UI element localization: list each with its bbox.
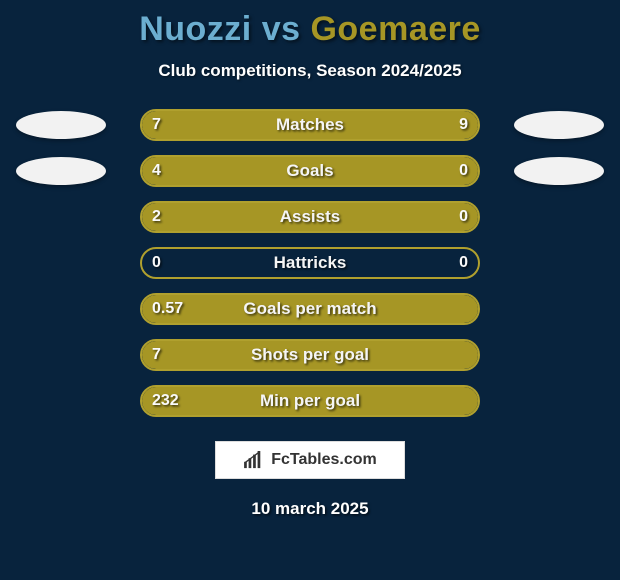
page-title: Nuozzi vs Goemaere [0,0,620,49]
stat-bar-track: Hattricks0 0 [140,247,480,279]
avatar-player-b [514,111,604,139]
stat-bar-fill-a [142,295,478,323]
stat-label: Hattricks [142,253,478,273]
stat-bar-fill-a [142,387,478,415]
stat-bar-track: Matches79 [140,109,480,141]
date-text: 10 march 2025 [0,499,620,519]
stat-bar-track: Goals40 [140,155,480,187]
stat-bar-track: Goals per match0.57 [140,293,480,325]
vs-text: vs [252,10,311,48]
stat-bar-fill-a [142,111,290,139]
player-a-name: Nuozzi [139,10,252,48]
stat-bar-fill-a [142,203,401,231]
stat-rows: Matches79 Goals40 Assists20 Hattricks0 0 Goal… [0,109,620,417]
stat-row: Min per goal232 [0,385,620,417]
stat-bar-fill-b [401,157,478,185]
avatar-player-a [16,157,106,185]
stat-bar-fill-b [290,111,478,139]
subtitle: Club competitions, Season 2024/2025 [0,61,620,81]
stat-bar-fill-a [142,157,401,185]
stat-bar-track: Shots per goal7 [140,339,480,371]
bars-icon [243,451,265,469]
avatar-player-a [16,111,106,139]
stat-bar-fill-a [142,341,478,369]
stat-bar-fill-b [401,203,478,231]
player-b-name: Goemaere [310,10,480,48]
stat-bar-track: Assists20 [140,201,480,233]
stat-bar-track: Min per goal232 [140,385,480,417]
avatar-player-b [514,157,604,185]
stat-row: Assists20 [0,201,620,233]
stat-row: Goals per match0.57 [0,293,620,325]
stat-row: Matches79 [0,109,620,141]
stat-value-a: 0 [152,254,161,272]
watermark[interactable]: FcTables.com [215,441,405,479]
stat-value-b: 0 [459,254,468,272]
stat-row: Shots per goal7 [0,339,620,371]
watermark-text: FcTables.com [271,451,377,469]
stat-row: Hattricks0 0 [0,247,620,279]
stat-row: Goals40 [0,155,620,187]
